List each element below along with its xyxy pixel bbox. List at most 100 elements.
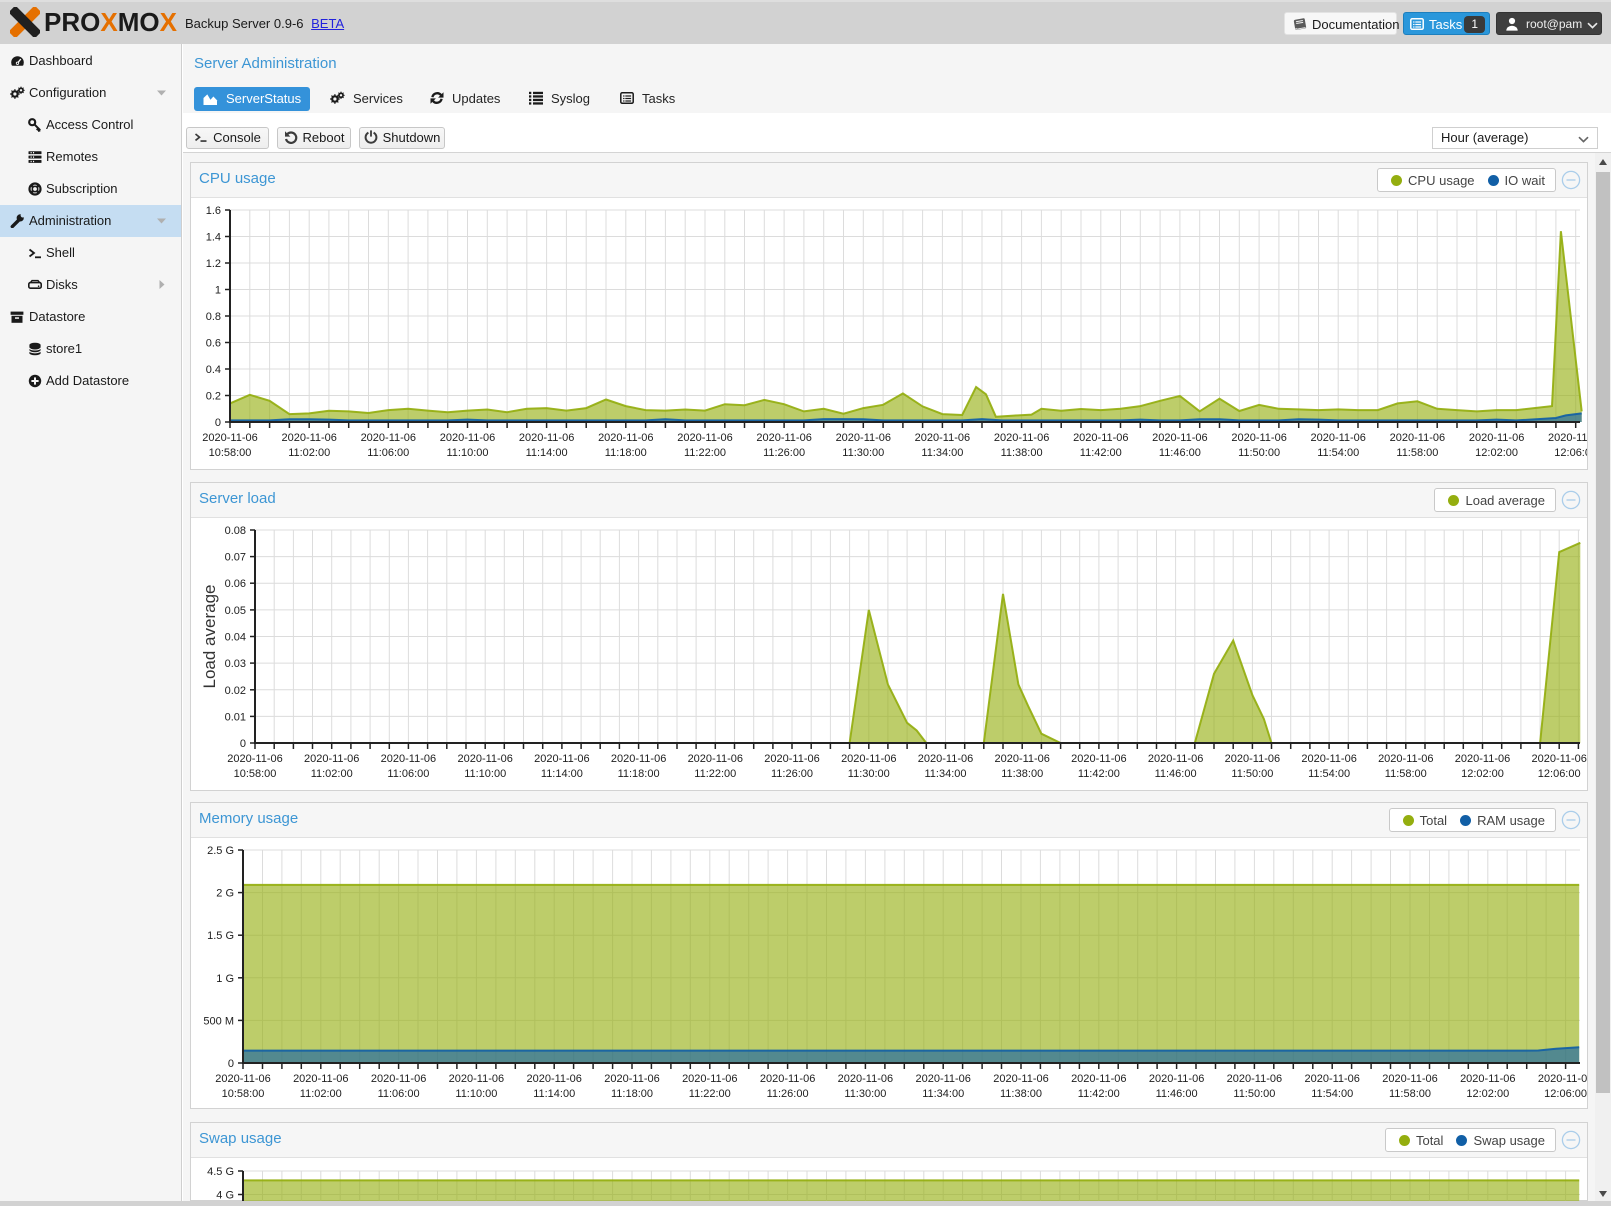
svg-text:2020-11-06: 2020-11-06	[1225, 753, 1280, 765]
svg-text:11:58:00: 11:58:00	[1385, 768, 1427, 780]
svg-text:2020-11-06: 2020-11-06	[1382, 1073, 1437, 1085]
svg-text:Load average: Load average	[200, 585, 219, 689]
svg-text:2020-11-06: 2020-11-06	[993, 1073, 1048, 1085]
svg-text:11:02:00: 11:02:00	[300, 1088, 342, 1100]
svg-text:2020-11-06: 2020-11-06	[449, 1073, 504, 1085]
svg-text:2020-11-06: 2020-11-06	[227, 753, 282, 765]
svg-text:11:54:00: 11:54:00	[1308, 768, 1350, 780]
svg-text:2020-11-06: 2020-11-06	[604, 1073, 659, 1085]
svg-text:11:18:00: 11:18:00	[605, 447, 647, 459]
svg-text:2020-11-06: 2020-11-06	[688, 753, 743, 765]
svg-text:2020-11-06: 2020-11-06	[611, 753, 666, 765]
svg-text:10:58:00: 10:58:00	[222, 1088, 265, 1100]
svg-text:2020-11-06: 2020-11-06	[918, 753, 973, 765]
svg-text:11:34:00: 11:34:00	[924, 768, 966, 780]
svg-text:2020-11-06: 2020-11-06	[915, 432, 970, 444]
svg-text:11:42:00: 11:42:00	[1078, 768, 1120, 780]
svg-text:2020-11-06: 2020-11-06	[756, 432, 811, 444]
svg-text:2020-11-06: 2020-11-06	[682, 1073, 737, 1085]
svg-text:2020-11-06: 2020-11-06	[519, 432, 574, 444]
svg-text:2020-11-06: 2020-11-06	[1310, 432, 1365, 444]
svg-text:11:26:00: 11:26:00	[771, 768, 813, 780]
svg-text:2020-11-06: 2020-11-06	[1538, 1073, 1587, 1085]
svg-text:0: 0	[215, 417, 221, 429]
svg-text:11:38:00: 11:38:00	[1000, 1088, 1042, 1100]
svg-text:500 M: 500 M	[203, 1015, 234, 1027]
svg-text:2020-11-06: 2020-11-06	[526, 1073, 581, 1085]
svg-text:11:34:00: 11:34:00	[921, 447, 963, 459]
svg-text:11:42:00: 11:42:00	[1080, 447, 1122, 459]
svg-text:11:10:00: 11:10:00	[446, 447, 488, 459]
svg-text:11:58:00: 11:58:00	[1396, 447, 1438, 459]
svg-text:12:06:00: 12:06:00	[1544, 1088, 1587, 1100]
svg-text:11:18:00: 11:18:00	[618, 768, 660, 780]
svg-text:2020-11-06: 2020-11-06	[1152, 432, 1207, 444]
svg-text:11:46:00: 11:46:00	[1155, 768, 1197, 780]
svg-text:11:26:00: 11:26:00	[763, 447, 805, 459]
svg-text:11:58:00: 11:58:00	[1389, 1088, 1431, 1100]
svg-text:1.6: 1.6	[206, 205, 221, 217]
svg-text:2020-11-06: 2020-11-06	[281, 432, 336, 444]
svg-text:2020-11-06: 2020-11-06	[1548, 432, 1587, 444]
svg-text:11:30:00: 11:30:00	[842, 447, 884, 459]
svg-text:2020-11-06: 2020-11-06	[457, 753, 512, 765]
svg-text:11:14:00: 11:14:00	[541, 768, 583, 780]
svg-text:11:50:00: 11:50:00	[1238, 447, 1280, 459]
svg-text:2020-11-06: 2020-11-06	[1460, 1073, 1515, 1085]
svg-text:11:54:00: 11:54:00	[1311, 1088, 1353, 1100]
svg-text:0.04: 0.04	[225, 632, 246, 644]
svg-text:0: 0	[228, 1058, 234, 1070]
svg-text:2020-11-06: 2020-11-06	[1378, 753, 1433, 765]
svg-text:11:34:00: 11:34:00	[922, 1088, 964, 1100]
svg-text:1.2: 1.2	[206, 258, 221, 270]
svg-text:11:10:00: 11:10:00	[464, 768, 506, 780]
svg-text:11:50:00: 11:50:00	[1231, 768, 1273, 780]
svg-text:2 G: 2 G	[216, 888, 234, 900]
svg-text:2020-11-06: 2020-11-06	[1071, 753, 1126, 765]
svg-text:0.03: 0.03	[225, 658, 246, 670]
svg-text:4.5 G: 4.5 G	[207, 1166, 234, 1178]
svg-text:2020-11-06: 2020-11-06	[994, 432, 1049, 444]
svg-text:11:50:00: 11:50:00	[1233, 1088, 1275, 1100]
svg-text:0.08: 0.08	[225, 525, 246, 537]
svg-text:2020-11-06: 2020-11-06	[371, 1073, 426, 1085]
svg-text:2020-11-06: 2020-11-06	[598, 432, 653, 444]
svg-text:2020-11-06: 2020-11-06	[1148, 753, 1203, 765]
svg-text:2020-11-06: 2020-11-06	[381, 753, 436, 765]
svg-text:11:26:00: 11:26:00	[767, 1088, 809, 1100]
svg-text:1: 1	[215, 285, 221, 297]
svg-text:2020-11-06: 2020-11-06	[760, 1073, 815, 1085]
svg-text:1.5 G: 1.5 G	[207, 930, 234, 942]
svg-text:0.2: 0.2	[206, 391, 221, 403]
svg-text:11:38:00: 11:38:00	[1001, 768, 1043, 780]
svg-text:11:38:00: 11:38:00	[1001, 447, 1043, 459]
svg-text:4 G: 4 G	[216, 1190, 234, 1202]
svg-text:0.8: 0.8	[206, 311, 221, 323]
svg-text:0.06: 0.06	[225, 578, 246, 590]
svg-text:10:58:00: 10:58:00	[209, 447, 252, 459]
svg-text:11:22:00: 11:22:00	[684, 447, 726, 459]
svg-text:2020-11-06: 2020-11-06	[764, 753, 819, 765]
svg-text:0.07: 0.07	[225, 552, 246, 564]
svg-text:2020-11-06: 2020-11-06	[915, 1073, 970, 1085]
svg-text:12:06:00: 12:06:00	[1538, 768, 1581, 780]
svg-text:1 G: 1 G	[216, 973, 234, 985]
svg-text:12:02:00: 12:02:00	[1461, 768, 1504, 780]
svg-text:2020-11-06: 2020-11-06	[1390, 432, 1445, 444]
svg-text:11:46:00: 11:46:00	[1156, 1088, 1198, 1100]
svg-text:11:06:00: 11:06:00	[387, 768, 429, 780]
svg-text:2020-11-06: 2020-11-06	[1455, 753, 1510, 765]
svg-text:2.5 G: 2.5 G	[207, 845, 234, 857]
svg-text:12:06:00: 12:06:00	[1554, 447, 1587, 459]
svg-text:2020-11-06: 2020-11-06	[1304, 1073, 1359, 1085]
svg-text:0.02: 0.02	[225, 685, 246, 697]
svg-text:2020-11-06: 2020-11-06	[841, 753, 896, 765]
svg-text:11:30:00: 11:30:00	[844, 1088, 886, 1100]
svg-text:2020-11-06: 2020-11-06	[440, 432, 495, 444]
svg-text:11:06:00: 11:06:00	[378, 1088, 420, 1100]
svg-text:0.4: 0.4	[206, 364, 221, 376]
svg-text:2020-11-06: 2020-11-06	[1073, 432, 1128, 444]
svg-text:11:10:00: 11:10:00	[455, 1088, 497, 1100]
svg-text:2020-11-06: 2020-11-06	[836, 432, 891, 444]
svg-text:11:30:00: 11:30:00	[848, 768, 890, 780]
